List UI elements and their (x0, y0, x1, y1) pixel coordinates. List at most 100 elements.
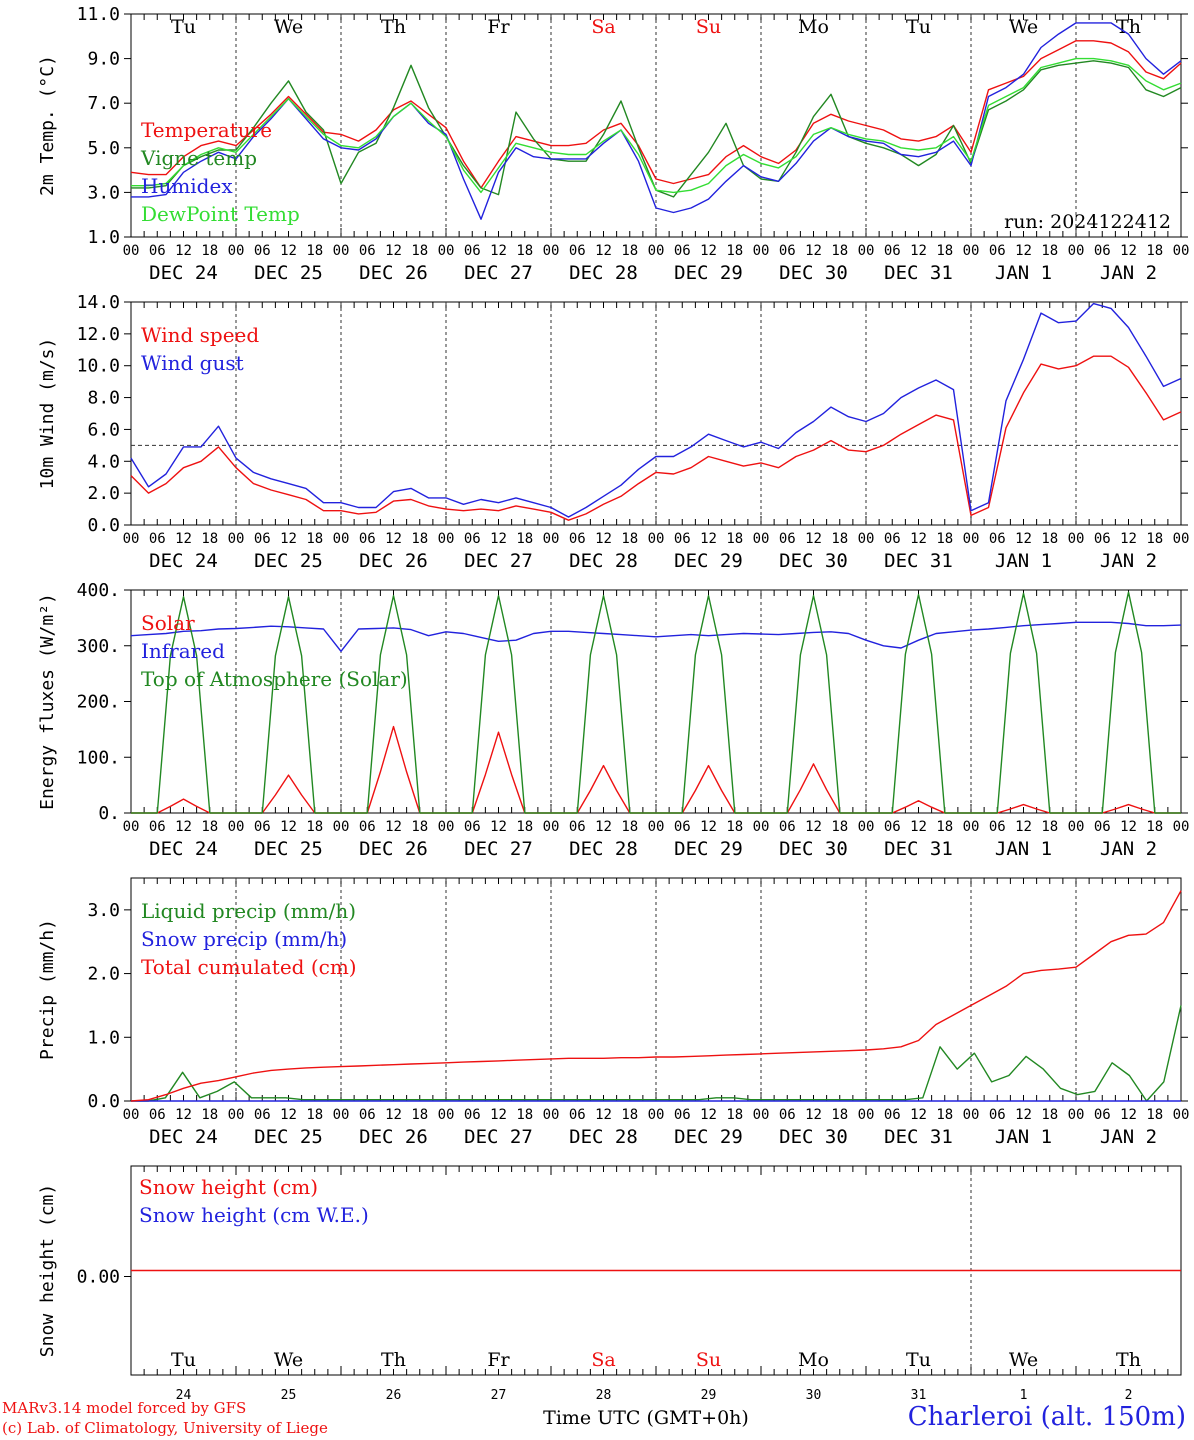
hour-tick-label: 18 (831, 243, 848, 259)
hour-tick-label: 12 (805, 531, 822, 547)
hour-tick-label: 06 (149, 819, 166, 835)
weekday-label: We (274, 16, 303, 38)
hour-tick-label: 00 (333, 531, 350, 547)
date-label: DEC 26 (359, 838, 428, 860)
hour-tick-label: 18 (306, 819, 323, 835)
hour-tick-label: 12 (700, 243, 717, 259)
hour-tick-label: 12 (490, 243, 507, 259)
weekday-label: Th (381, 1349, 406, 1371)
y-tick-label: 0. (98, 803, 120, 824)
hour-tick-label: 12 (700, 819, 717, 835)
date-label: DEC 25 (254, 262, 323, 284)
hour-tick-label: 12 (595, 531, 612, 547)
hour-tick-label: 18 (621, 243, 638, 259)
hour-tick-label: 18 (201, 819, 218, 835)
hour-tick-label: 06 (254, 1107, 271, 1123)
date-label: DEC 28 (569, 1126, 638, 1148)
date-label: DEC 25 (254, 550, 323, 572)
y-axis-label: Snow height (cm) (37, 1184, 58, 1357)
hour-tick-label: 06 (1094, 243, 1111, 259)
hour-tick-label: 12 (175, 1107, 192, 1123)
series-line (131, 22, 1182, 220)
hour-tick-label: 18 (831, 531, 848, 547)
hour-tick-label: 06 (779, 1107, 796, 1123)
x-axis-label: Time UTC (GMT+0h) (543, 1407, 749, 1429)
hour-tick-label: 12 (280, 243, 297, 259)
hour-tick-label: 18 (201, 531, 218, 547)
weekday-label: Th (1116, 1349, 1141, 1371)
day-number-label: 26 (386, 1388, 402, 1403)
series-line (130, 890, 1182, 1102)
hour-tick-label: 18 (621, 819, 638, 835)
weekday-label: Tu (906, 16, 931, 38)
hour-tick-label: 00 (123, 531, 140, 547)
hour-tick-label: 12 (280, 1107, 297, 1123)
hour-tick-label: 00 (1173, 819, 1190, 835)
hour-tick-label: 00 (333, 819, 350, 835)
hour-tick-label: 06 (884, 243, 901, 259)
hour-tick-label: 00 (963, 243, 980, 259)
day-number-label: 2 (1125, 1388, 1133, 1403)
hour-tick-label: 12 (700, 531, 717, 547)
y-axis-label: Energy fluxes (W/m²) (37, 593, 58, 810)
date-label: DEC 26 (359, 1126, 428, 1148)
hour-tick-label: 06 (359, 1107, 376, 1123)
hour-tick-label: 06 (569, 819, 586, 835)
hour-tick-label: 12 (595, 1107, 612, 1123)
hour-tick-label: 00 (123, 243, 140, 259)
hour-tick-label: 00 (648, 1107, 665, 1123)
hour-tick-label: 12 (910, 531, 927, 547)
day-number-label: 28 (596, 1388, 612, 1403)
hour-tick-label: 00 (858, 819, 875, 835)
y-tick-label: 300. (77, 636, 120, 657)
legend-entry: Humidex (141, 174, 233, 198)
y-axis-label: Precip (mm/h) (37, 919, 58, 1060)
credit-line-2: (c) Lab. of Climatology, University of L… (2, 1419, 328, 1437)
hour-tick-label: 12 (1120, 819, 1137, 835)
legend-entry: DewPoint Temp (141, 202, 300, 226)
weekday-label: We (1009, 16, 1038, 38)
hour-tick-label: 00 (1068, 1107, 1085, 1123)
date-label: DEC 24 (149, 838, 218, 860)
series-line (130, 302, 1182, 518)
hour-tick-label: 12 (595, 243, 612, 259)
hour-tick-label: 00 (858, 531, 875, 547)
date-label: JAN 1 (995, 1126, 1052, 1148)
hour-tick-label: 18 (516, 531, 533, 547)
hour-tick-label: 00 (753, 243, 770, 259)
hour-tick-label: 00 (1173, 1107, 1190, 1123)
date-label: DEC 27 (464, 1126, 533, 1148)
hour-tick-label: 18 (411, 243, 428, 259)
weekday-label: We (274, 1349, 303, 1371)
weekday-label: Sa (591, 1349, 615, 1371)
hour-tick-label: 00 (858, 1107, 875, 1123)
hour-tick-label: 06 (674, 819, 691, 835)
series-line (131, 591, 1181, 814)
hour-tick-label: 18 (1041, 1107, 1058, 1123)
hour-tick-label: 06 (779, 243, 796, 259)
hour-tick-label: 18 (621, 1107, 638, 1123)
hour-tick-label: 12 (1015, 1107, 1032, 1123)
hour-tick-label: 00 (1068, 531, 1085, 547)
panel-5: 0.00 Snow height (cm) Tu We Th Fr Sa Su Mo Tu We Th… (37, 1165, 1182, 1429)
hour-tick-label: 18 (1146, 243, 1163, 259)
hour-tick-label: 18 (201, 243, 218, 259)
hour-tick-label: 18 (516, 819, 533, 835)
weekday-label: Th (1116, 16, 1141, 38)
hour-tick-label: 12 (175, 819, 192, 835)
legend-entry: Total cumulated (cm) (141, 955, 357, 979)
hour-tick-label: 12 (1120, 243, 1137, 259)
hour-tick-label: 06 (464, 243, 481, 259)
hour-tick-label: 06 (1094, 531, 1111, 547)
legend-entry: Snow height (cm) (139, 1175, 318, 1199)
hour-tick-label: 12 (805, 1107, 822, 1123)
hour-tick-label: 06 (884, 531, 901, 547)
date-label: DEC 29 (674, 838, 743, 860)
hour-tick-label: 00 (1068, 243, 1085, 259)
y-tick-label: 3.0 (87, 900, 120, 921)
y-tick-label: 1.0 (87, 1027, 120, 1048)
hour-tick-label: 12 (1120, 531, 1137, 547)
panel-frame (130, 589, 1182, 814)
y-tick-label: 2.0 (87, 964, 120, 985)
weekday-label: Tu (171, 1349, 196, 1371)
